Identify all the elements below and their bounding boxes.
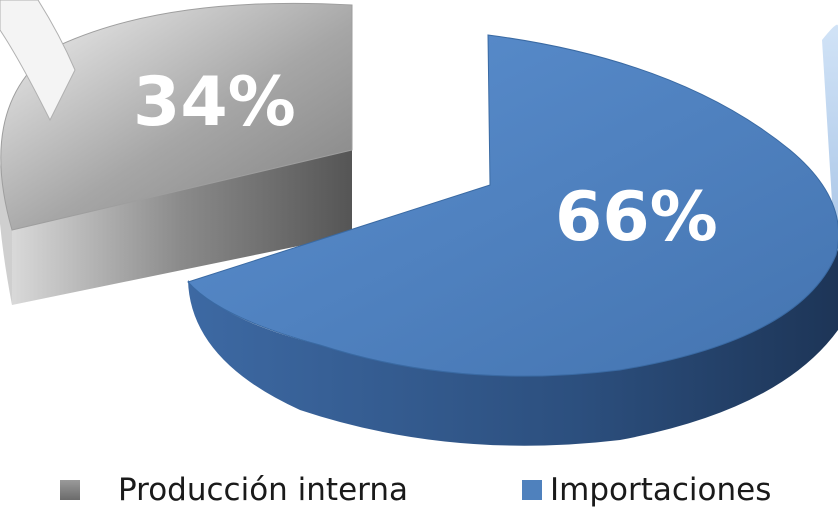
slice-highlight-gray <box>0 0 76 122</box>
slice-top-blue <box>187 34 838 377</box>
chart-legend: Producción interna Importaciones <box>0 460 838 510</box>
legend-label-importaciones: Importaciones <box>550 472 772 508</box>
legend-swatch-gray <box>60 480 80 500</box>
pie-slice-importaciones <box>187 34 838 446</box>
legend-label-produccion-interna: Producción interna <box>118 472 409 508</box>
slice-top-gray <box>0 2 353 231</box>
pie-slice-produccion-interna <box>0 0 353 305</box>
slice-rim-gray <box>0 30 12 305</box>
legend-swatch-blue <box>522 480 542 500</box>
slice-side-blue <box>188 250 838 446</box>
slice-label-34: 34% <box>133 63 296 142</box>
slice-side-gray <box>12 150 352 305</box>
slice-label-66: 66% <box>555 178 718 257</box>
